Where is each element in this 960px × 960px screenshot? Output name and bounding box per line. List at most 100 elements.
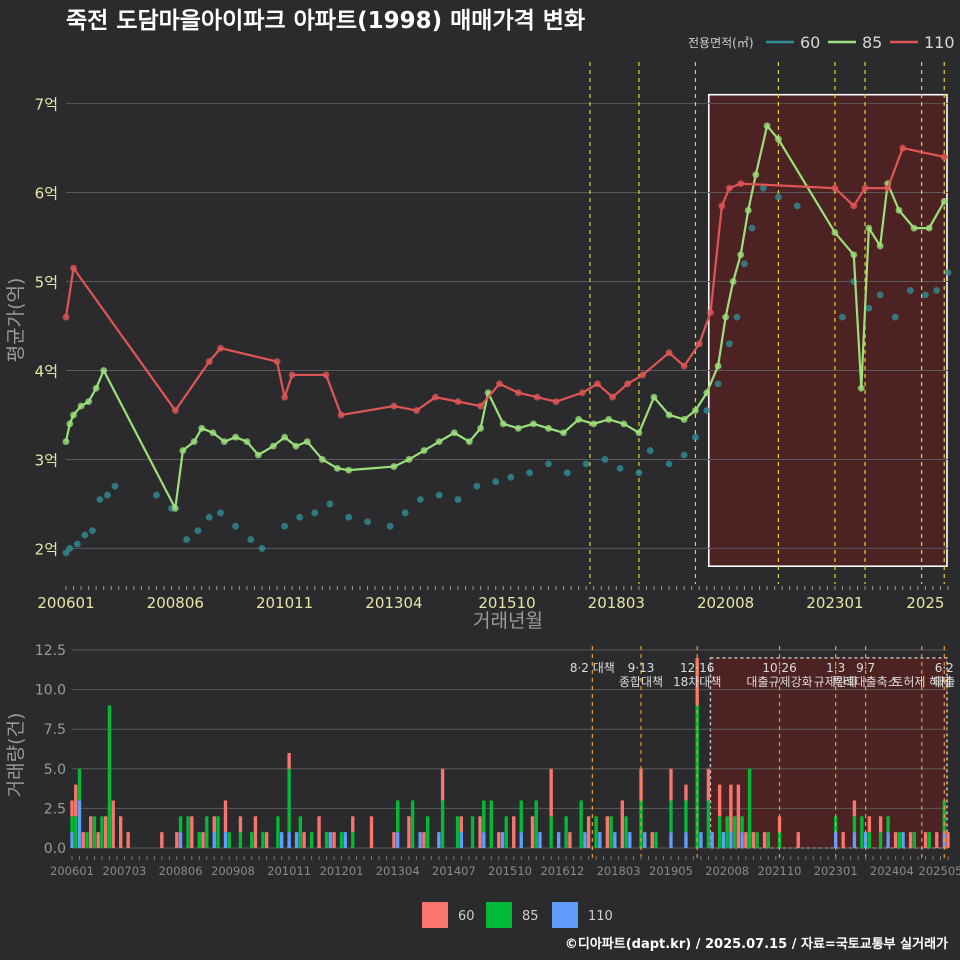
volume-bar-110 bbox=[418, 832, 422, 848]
volume-bar-110 bbox=[684, 832, 688, 848]
highlight-box bbox=[707, 93, 948, 568]
volume-bar-60 bbox=[190, 816, 194, 848]
volume-bar-60 bbox=[867, 816, 872, 833]
point-85 bbox=[85, 398, 93, 406]
point-60 bbox=[281, 522, 289, 530]
volume-bar-60 bbox=[89, 816, 93, 848]
point-60 bbox=[96, 496, 104, 503]
point-60 bbox=[921, 291, 929, 299]
volume-x-tick-label: 200908 bbox=[211, 864, 255, 878]
volume-bar-85 bbox=[440, 800, 445, 848]
point-60 bbox=[326, 500, 334, 508]
policy-annotation: 규제완화 bbox=[814, 675, 858, 689]
volume-bar-60 bbox=[104, 816, 108, 848]
volume-bar-85 bbox=[519, 800, 523, 833]
point-60 bbox=[646, 447, 654, 454]
volume-bar-85 bbox=[396, 800, 400, 833]
volume-bar-60 bbox=[729, 784, 733, 833]
volume-bar-60 bbox=[549, 768, 553, 817]
point-110 bbox=[322, 371, 330, 379]
volume-bar-85 bbox=[107, 705, 112, 848]
volume-bar-85 bbox=[324, 832, 329, 848]
point-85 bbox=[692, 407, 699, 414]
point-60 bbox=[563, 469, 571, 477]
price-legend-label-85: 85 bbox=[862, 33, 882, 52]
point-85 bbox=[77, 402, 85, 410]
volume-bar-60 bbox=[935, 832, 939, 848]
point-85 bbox=[940, 198, 948, 205]
volume-x-tick-label: 202301 bbox=[814, 864, 858, 878]
point-60 bbox=[232, 522, 240, 530]
volume-bar-60 bbox=[706, 768, 711, 801]
point-60 bbox=[183, 536, 191, 543]
price-x-tick-label: 201304 bbox=[365, 594, 422, 612]
volume-bar-85 bbox=[860, 816, 864, 848]
volume-bar-60 bbox=[74, 784, 78, 817]
volume-bar-85 bbox=[654, 832, 658, 848]
point-85 bbox=[865, 224, 873, 232]
volume-bar-60 bbox=[317, 816, 321, 848]
point-110 bbox=[695, 340, 703, 348]
point-85 bbox=[620, 420, 628, 428]
volume-bar-60 bbox=[201, 832, 205, 848]
volume-bar-85 bbox=[92, 816, 97, 848]
volume-bar-85 bbox=[178, 816, 183, 833]
volume-panel: 0.02.55.07.510.012.58·2 대책 9·13종합대책12·161… bbox=[35, 643, 960, 878]
point-60 bbox=[665, 460, 673, 468]
point-110 bbox=[737, 180, 745, 188]
volume-bar-110 bbox=[294, 832, 299, 848]
point-85 bbox=[70, 411, 77, 419]
volume-bar-60 bbox=[620, 800, 624, 848]
volume-bar-110 bbox=[669, 832, 673, 848]
volume-bar-85 bbox=[482, 800, 486, 833]
point-60 bbox=[217, 509, 224, 517]
point-85 bbox=[66, 420, 74, 428]
point-110 bbox=[390, 402, 398, 410]
volume-bar-60 bbox=[212, 816, 216, 833]
point-110 bbox=[431, 393, 439, 401]
volume-bar-60 bbox=[392, 832, 396, 848]
policy-annotation: 12·16 bbox=[680, 661, 714, 675]
policy-annotation: 대출규제강화 bbox=[746, 675, 812, 689]
volume-bar-60 bbox=[407, 816, 411, 848]
volume-bar-60 bbox=[459, 816, 464, 833]
volume-bar-85 bbox=[852, 816, 857, 833]
volume-x-tick-label: 202404 bbox=[870, 864, 914, 878]
point-85 bbox=[345, 466, 353, 474]
point-110 bbox=[940, 153, 948, 161]
point-85 bbox=[590, 420, 598, 428]
price-y-tick-label: 4억 bbox=[35, 362, 58, 380]
point-110 bbox=[477, 402, 485, 410]
point-85 bbox=[560, 429, 567, 437]
volume-bar-85 bbox=[77, 768, 82, 801]
point-60 bbox=[906, 287, 914, 294]
volume-x-tick-label: 201612 bbox=[540, 864, 584, 878]
price-y-tick-label: 2억 bbox=[35, 540, 58, 558]
volume-bar-110 bbox=[710, 832, 714, 848]
point-110 bbox=[718, 202, 726, 210]
volume-bar-110 bbox=[212, 832, 216, 848]
volume-bar-60 bbox=[908, 832, 913, 848]
volume-bar-85 bbox=[410, 800, 415, 848]
point-110 bbox=[639, 371, 647, 379]
volume-bar-85 bbox=[100, 816, 104, 848]
volume-x-tick-label: 201011 bbox=[267, 864, 311, 878]
volume-y-tick-label: 5.0 bbox=[44, 762, 66, 778]
volume-bar-60 bbox=[332, 832, 336, 848]
volume-bar-85 bbox=[624, 816, 628, 848]
point-110 bbox=[454, 398, 462, 406]
price-x-tick-label: 202008 bbox=[697, 594, 754, 612]
volume-legend-label-85: 85 bbox=[522, 909, 539, 924]
volume-bar-60 bbox=[650, 832, 654, 848]
volume-bar-60 bbox=[751, 832, 756, 848]
volume-bar-85 bbox=[867, 832, 872, 848]
volume-bar-60 bbox=[530, 816, 535, 848]
price-y-axis-label: 평균가(억) bbox=[5, 278, 27, 363]
point-85 bbox=[190, 438, 198, 446]
point-110 bbox=[496, 380, 503, 388]
point-85 bbox=[269, 442, 277, 450]
volume-bar-85 bbox=[886, 816, 890, 833]
volume-bar-85 bbox=[927, 832, 931, 848]
point-85 bbox=[850, 251, 858, 259]
